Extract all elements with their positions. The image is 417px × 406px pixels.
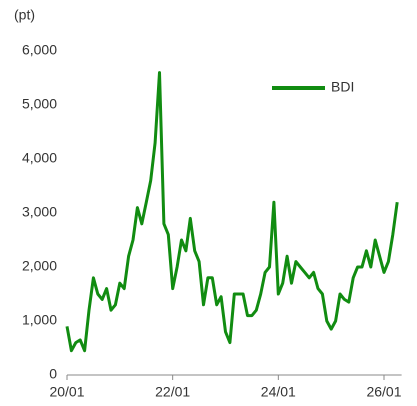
- y-tick-label: 2,000: [22, 258, 57, 274]
- y-tick-label: 6,000: [22, 42, 57, 58]
- x-tick-label: 26/01: [366, 384, 401, 400]
- y-unit: (pt): [14, 7, 35, 23]
- x-tick-label: 22/01: [155, 384, 190, 400]
- legend-label: BDI: [331, 79, 354, 95]
- series-line: [65, 71, 399, 353]
- x-tick-label: 20/01: [49, 384, 84, 400]
- y-tick-label: 4,000: [22, 150, 57, 166]
- y-tick-label: 0: [49, 366, 57, 382]
- y-tick-label: 1,000: [22, 312, 57, 328]
- y-tick-label: 3,000: [22, 204, 57, 220]
- y-tick-label: 5,000: [22, 96, 57, 112]
- x-tick-label: 24/01: [261, 384, 296, 400]
